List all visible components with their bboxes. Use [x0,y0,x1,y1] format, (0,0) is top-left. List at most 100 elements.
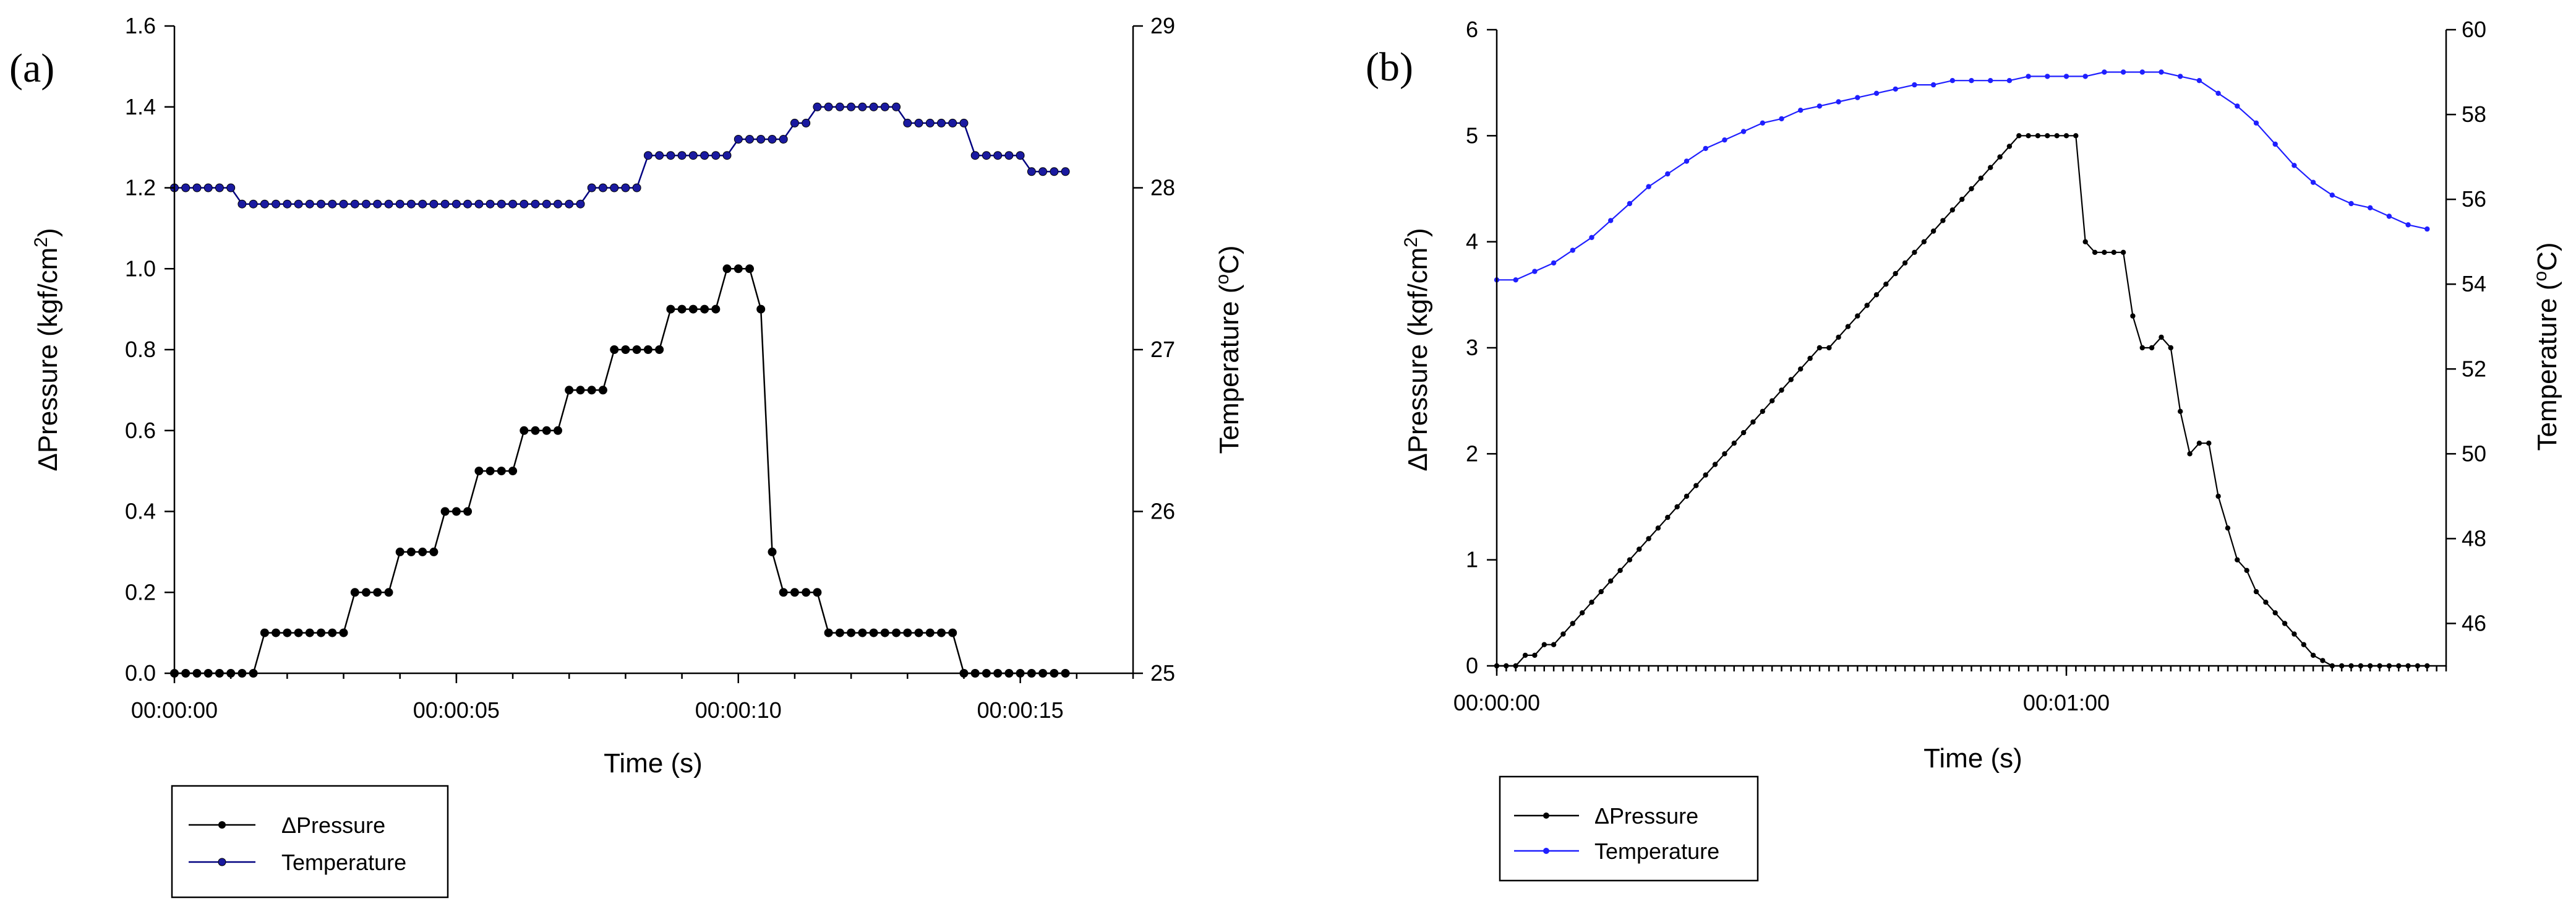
temperature-point [790,118,799,127]
temperature-point [395,199,404,209]
pressure-point [2282,621,2288,626]
temperature-point [440,199,450,209]
pressure-point [1969,186,1974,192]
temperature-point [1798,108,1804,113]
y-axis-title-b: ΔPressure (kgf/cm2) [1401,228,1433,471]
pressure-point [2054,133,2060,139]
pressure-point [1560,631,1566,637]
pressure-point [1712,462,1718,467]
temperature-point [937,118,946,127]
pressure-point [2006,144,2013,149]
x-tick-label: 00:00:00 [1453,690,1540,715]
pressure-point [317,628,326,637]
pressure-point [2235,557,2240,563]
temperature-point [2235,103,2240,109]
temperature-point [2253,120,2259,126]
pressure-point [1684,493,1690,499]
y2-tick-label: 58 [2462,101,2486,127]
y2-axis-title-a-sup: o [1212,274,1233,285]
pressure-point [272,628,281,637]
pressure-point [384,588,393,597]
temperature-point [1740,129,1747,134]
pressure-point [1864,303,1870,308]
y-axis-title-a-prefix: ΔPressure (kgf/cm [33,248,63,472]
pressure-point [1959,196,1965,202]
pressure-point [802,588,811,597]
temperature-point [294,199,303,209]
temperature-point [903,118,912,127]
pressure-point [350,588,359,597]
y-tick-label: 1.2 [125,175,156,200]
pressure-point [1570,621,1575,626]
pressure-point [677,304,687,314]
pressure-point [2120,249,2126,255]
pressure-point [1930,228,1936,234]
temperature-point [802,118,811,127]
pressure-point [283,628,292,637]
pressure-point [722,264,732,274]
temperature-point [2310,179,2316,185]
pressure-point [2263,600,2269,605]
y2-tick-label: 56 [2462,186,2486,212]
panel-label-a: (a) [9,46,54,91]
temperature-point [1893,86,1898,92]
temperature-point [226,183,236,192]
temperature-point [1646,184,1651,189]
y2-axis-title-b: Temperature (oC) [2530,242,2562,451]
pressure-point [565,386,574,395]
temperature-point [474,199,484,209]
temperature-point [181,183,190,192]
pressure-point [406,547,416,556]
temperature-point [688,151,698,160]
pressure-point [903,628,912,637]
temperature-point [2082,74,2088,79]
y2-axis-title-b-suffix: C) [2532,242,2562,270]
pressure-point [1893,270,1898,277]
temperature-point [959,118,969,127]
temperature-point [993,151,1003,160]
temperature-series-line [1497,71,2428,281]
temperature-point [948,118,957,127]
temperature-point [2006,78,2013,84]
y2-tick-label: 52 [2462,356,2486,381]
y2-tick-label: 28 [1150,175,1175,200]
temperature-point [305,199,314,209]
temperature-point [598,183,607,192]
pressure-point [1551,642,1557,647]
pressure-point [2244,567,2249,573]
pressure-point [2196,441,2202,446]
pressure-point [2168,345,2173,351]
y-tick-label: 0.0 [125,660,156,686]
temperature-point [554,199,562,209]
temperature-point [1779,116,1784,122]
y2-axis-title-a: Temperature (oC) [1212,245,1244,454]
temperature-point [283,199,292,209]
temperature-point [362,199,370,209]
pressure-point [1769,398,1775,403]
temperature-point [451,199,461,209]
temperature-point [643,151,653,160]
y-tick-label: 5 [1466,123,1478,148]
pressure-point [305,628,314,637]
pressure-point [1997,154,2003,160]
y-tick-label: 4 [1466,229,1478,254]
pressure-point [1845,324,1851,329]
y-axis-title-b-sup: 2 [1401,237,1421,248]
pressure-point [418,547,427,556]
pressure-point [2102,249,2107,255]
temperature-point [621,183,630,192]
pressure-point [2178,408,2183,414]
temperature-point [1608,218,1614,223]
pressure-point [1921,239,1927,244]
legend-b-temperature-marker [1543,848,1549,854]
temperature-point [1816,103,1823,109]
pressure-point [790,588,799,597]
pressure-point [576,386,585,395]
pressure-point [2139,345,2145,351]
pressure-series-line [1497,135,2428,667]
pressure-point [2026,133,2031,139]
pressure-series-line [174,268,1066,675]
temperature-point [610,183,619,192]
